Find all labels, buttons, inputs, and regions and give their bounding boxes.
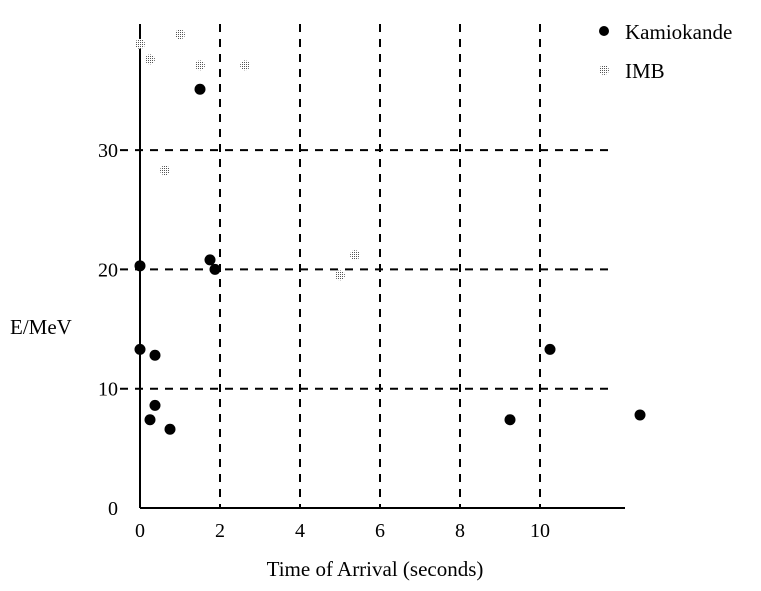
x-tick-label: 0 [135, 520, 145, 542]
point-kamiokande [149, 399, 161, 411]
x-tick-label: 8 [455, 520, 465, 542]
point-imb [175, 29, 185, 40]
y-tick-label: 10 [98, 379, 118, 401]
legend: Kamiokande IMB [599, 20, 732, 83]
y-tick-label: 0 [108, 498, 118, 520]
point-kamiokande [204, 254, 216, 266]
point-kamiokande [194, 83, 206, 95]
x-tick-label: 2 [215, 520, 225, 542]
x-tick-label: 10 [530, 520, 550, 542]
point-imb [145, 54, 155, 65]
y-axis-label: E/MeV [10, 315, 72, 339]
x-tick-label: 6 [375, 520, 385, 542]
point-kamiokande [544, 343, 556, 355]
point-kamiokande [634, 409, 646, 421]
legend-label-kamiokande: Kamiokande [625, 20, 732, 44]
point-kamiokande [504, 414, 516, 426]
point-kamiokande [134, 343, 146, 355]
legend-marker-kamiokande [599, 26, 609, 36]
point-imb [335, 270, 345, 281]
point-kamiokande [134, 260, 146, 272]
point-kamiokande [144, 414, 156, 426]
point-kamiokande [209, 263, 221, 275]
point-kamiokande [149, 349, 161, 361]
x-axis-label: Time of Arrival (seconds) [267, 557, 484, 581]
tick-labels: 0 2 4 6 8 10 0 10 20 30 [98, 140, 550, 542]
point-imb [160, 165, 170, 176]
legend-label-imb: IMB [625, 59, 665, 83]
point-kamiokande [164, 423, 176, 435]
point-imb [195, 60, 205, 71]
legend-marker-imb [599, 65, 609, 75]
data-points [134, 29, 646, 435]
point-imb [240, 60, 250, 71]
y-tick-label: 20 [98, 259, 118, 281]
point-imb [135, 38, 145, 49]
y-tick-label: 30 [98, 140, 118, 162]
point-imb [350, 250, 360, 261]
x-tick-label: 4 [295, 520, 305, 542]
grid-lines [120, 24, 612, 508]
